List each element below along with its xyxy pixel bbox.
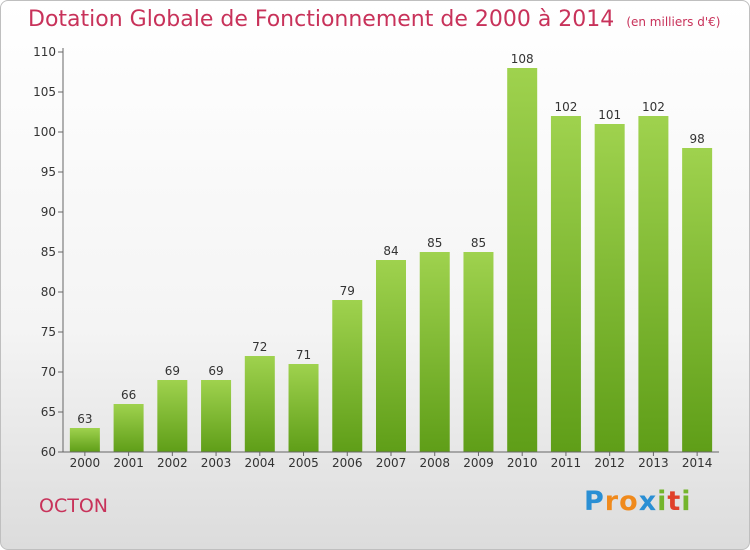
y-tick-label: 60 (41, 445, 56, 459)
logo-letter: x (638, 486, 658, 517)
bar-2013 (638, 116, 669, 452)
bar-2008 (419, 252, 450, 452)
bar-value-label: 69 (208, 364, 223, 378)
bar-2006 (332, 300, 363, 452)
chart-subtitle: (en milliers d'€) (626, 15, 721, 29)
chart-title: Dotation Globale de Fonctionnement de 20… (28, 7, 615, 32)
y-tick-label: 90 (41, 205, 56, 219)
bar-value-label: 71 (296, 348, 311, 362)
bar-value-label: 79 (340, 284, 355, 298)
bar-value-label: 63 (77, 412, 92, 426)
bar-value-label: 85 (471, 236, 486, 250)
bar-value-label: 84 (383, 244, 398, 258)
bar-value-label: 108 (511, 52, 534, 66)
bar-value-label: 102 (642, 100, 665, 114)
axes-group: 60 65 70 75 80 85 90 95 100 105 110 2000 2001 2002 200… (33, 45, 719, 470)
x-tick-label: 2012 (594, 456, 625, 470)
y-tick-label: 100 (33, 125, 56, 139)
bar-2004 (244, 356, 275, 452)
bar-2001 (113, 404, 144, 452)
bar-value-label: 85 (427, 236, 442, 250)
logo-letter: o (619, 486, 639, 517)
x-tick-label: 2006 (332, 456, 363, 470)
y-tick-label: 75 (41, 325, 56, 339)
bar-2014 (682, 148, 713, 452)
y-tick-label: 65 (41, 405, 56, 419)
bar-2002 (157, 380, 188, 452)
proxiti-logo: Proxiti (584, 486, 692, 517)
x-tick-label: 2010 (507, 456, 538, 470)
chart-title-block: Dotation Globale de Fonctionnement de 20… (28, 7, 720, 32)
logo-letter: P (584, 486, 605, 517)
bar-2000 (69, 428, 100, 452)
y-tick-label: 85 (41, 245, 56, 259)
bar-2011 (550, 116, 581, 452)
x-tick-label: 2013 (638, 456, 669, 470)
commune-name: OCTON (39, 495, 108, 517)
x-tick-label: 2005 (288, 456, 319, 470)
x-tick-label: 2008 (419, 456, 450, 470)
y-tick-label: 70 (41, 365, 56, 379)
logo-letter: i (657, 486, 668, 517)
y-tick-label: 95 (41, 165, 56, 179)
x-tick-label: 2007 (376, 456, 407, 470)
bar-value-label: 98 (689, 132, 704, 146)
x-tick-label: 2001 (113, 456, 144, 470)
bar-2007 (376, 260, 406, 452)
y-tick-label: 80 (41, 285, 56, 299)
x-tick-label: 2004 (245, 456, 276, 470)
bar-2005 (288, 364, 319, 452)
logo-letter: r (604, 486, 620, 517)
y-tick-label: 105 (33, 85, 56, 99)
bars-group: 63 66 69 69 72 71 79 84 85 85 108 102 101 102 98 (69, 52, 713, 452)
x-tick-label: 2011 (551, 456, 582, 470)
y-tick-label: 110 (33, 45, 56, 59)
bar-2009 (463, 252, 494, 452)
logo-letter: i (681, 486, 692, 517)
bar-2012 (594, 124, 625, 452)
bar-value-label: 66 (121, 388, 136, 402)
x-tick-label: 2014 (682, 456, 713, 470)
logo-letter: t (667, 486, 682, 517)
bar-value-label: 101 (598, 108, 621, 122)
bar-value-label: 69 (165, 364, 180, 378)
bar-2010 (507, 68, 538, 452)
x-tick-label: 2000 (70, 456, 101, 470)
bar-value-label: 72 (252, 340, 267, 354)
x-tick-label: 2009 (463, 456, 494, 470)
x-tick-label: 2003 (201, 456, 232, 470)
bar-value-label: 102 (554, 100, 577, 114)
x-tick-label: 2002 (157, 456, 188, 470)
bar-2003 (201, 380, 232, 452)
